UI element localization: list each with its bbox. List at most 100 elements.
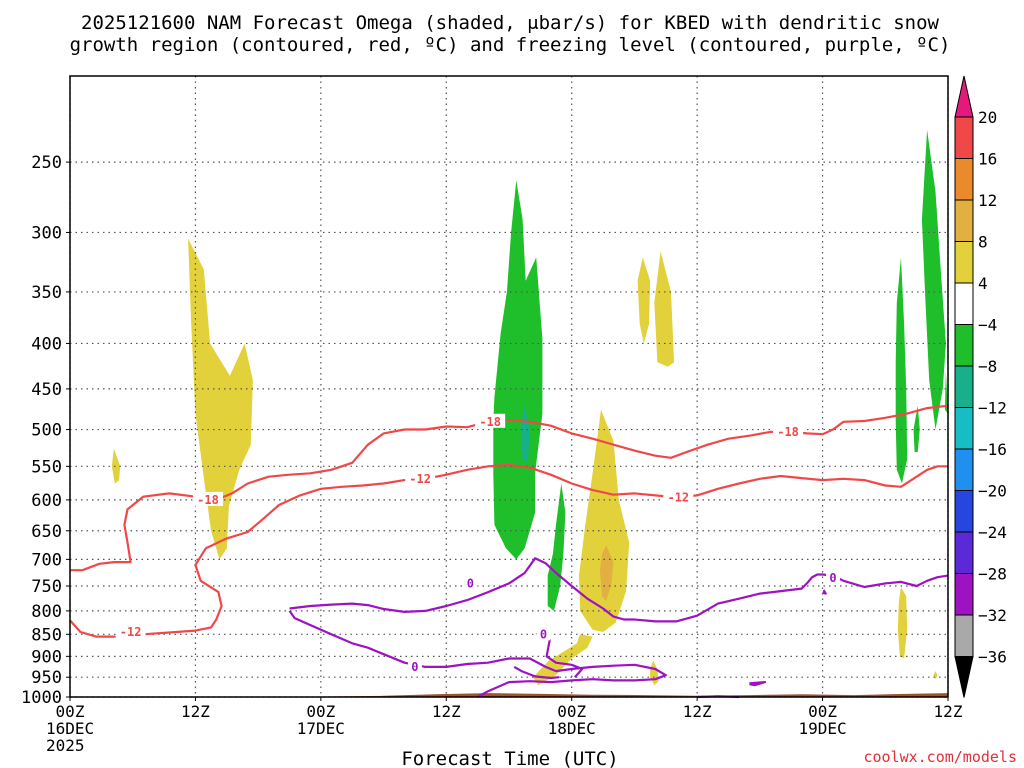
dgz-contour-label: -12: [120, 625, 142, 639]
y-tick-label: 400: [31, 334, 62, 354]
chart-title-line2: growth region (contoured, red, ºC) and f…: [70, 34, 951, 56]
colorbar-bottom-arrow: [954, 656, 974, 698]
x-tick-label: 18DEC: [548, 719, 596, 738]
colorbar-label: 16: [978, 150, 997, 169]
freezing-contour-label-bg: [536, 626, 551, 641]
omega-region: [897, 587, 908, 659]
y-tick-label: 900: [31, 647, 62, 667]
omega-region: [111, 448, 121, 484]
plot-frame: [69, 75, 949, 698]
omega-region: [188, 238, 253, 560]
dgz-contour-label-bg: [192, 491, 223, 506]
colorbar-legend: 20 16 12 8 4 −4 −8 −12 −16 −20 −24 −28 −32 −36: [954, 75, 1007, 698]
omega-region: [520, 405, 530, 463]
y-tick-label: 300: [31, 223, 62, 243]
omega-region: [921, 129, 946, 430]
omega-region: [547, 483, 566, 611]
omega-region: [913, 405, 920, 452]
colorbar-label: 12: [978, 191, 997, 210]
dgz-contour-label-bg: [475, 413, 506, 428]
isotherm-contours: -18 -18 -18 -12 -12 -12 0 0 0 0: [69, 404, 949, 699]
colorbar-band: [954, 282, 974, 325]
omega-region: [895, 257, 908, 484]
colorbar-band: [954, 448, 974, 491]
colorbar-label: −16: [978, 440, 1007, 459]
dgz-contour-label: -18: [479, 415, 501, 429]
y-tick-label: 1000: [21, 688, 62, 708]
freezing-level-line: [513, 665, 560, 680]
y-tick-label: 500: [31, 421, 62, 441]
colorbar-label: −24: [978, 523, 1007, 542]
colorbar-label: 8: [978, 233, 988, 252]
dgz-isotherm-line: [69, 463, 948, 638]
y-tick-label: 950: [31, 668, 62, 688]
dgz-contour-label-bg: [405, 470, 436, 485]
x-tick-label: 00Z: [56, 702, 85, 721]
colorbar-band: [954, 199, 974, 242]
omega-region: [896, 388, 902, 430]
freezing-contour-label: 0: [467, 576, 474, 590]
colorbar-label: −32: [978, 606, 1007, 625]
colorbar-band: [954, 241, 974, 284]
y-tick-label: 850: [31, 625, 62, 645]
y-tick-label: 800: [31, 602, 62, 622]
colorbar-band: [954, 614, 974, 657]
dgz-contour-label-bg: [773, 423, 804, 438]
x-tick-label: 12Z: [181, 702, 210, 721]
y-tick-label: 550: [31, 457, 62, 477]
x-tick-label: 19DEC: [798, 719, 846, 738]
dgz-contour-label: -18: [197, 493, 219, 507]
freezing-level-line: [288, 610, 667, 698]
colorbar-band: [954, 116, 974, 159]
dgz-contour-label-bg: [663, 489, 694, 504]
dgz-contour-label: -18: [777, 425, 799, 439]
x-tick-label: 12Z: [934, 702, 963, 721]
plot-area: -18 -18 -18 -12 -12 -12 0 0 0 0: [69, 75, 949, 699]
colorbar-label: −8: [978, 357, 997, 376]
freezing-level-line: [749, 680, 767, 687]
dgz-contour-label: -12: [409, 472, 431, 486]
omega-region: [579, 409, 630, 632]
colorbar-band: [954, 407, 974, 450]
x-axis-title: Forecast Time (UTC): [401, 748, 618, 768]
colorbar-label: −28: [978, 565, 1007, 584]
colorbar-label: 20: [978, 108, 997, 127]
omega-region: [637, 257, 651, 344]
y-tick-label: 600: [31, 491, 62, 511]
colorbar-label: −4: [978, 316, 997, 335]
dgz-contour-label: -12: [667, 490, 689, 504]
freezing-contour-label: 0: [829, 571, 836, 585]
freezing-level-line: [289, 557, 949, 623]
colorbar-band: [954, 324, 974, 367]
freezing-contour-label-bg: [407, 658, 422, 673]
y-tick-label: 750: [31, 577, 62, 597]
chart-title-line1: 2025121600 NAM Forecast Omega (shaded, μ…: [81, 12, 939, 34]
omega-shading: [111, 129, 948, 686]
freezing-contour-label: 0: [540, 627, 547, 641]
freezing-contour-label: 0: [411, 660, 418, 674]
y-tick-label: 650: [31, 522, 62, 542]
omega-region: [944, 371, 948, 414]
y-tick-label: 700: [31, 550, 62, 570]
x-tick-label: 2025: [46, 736, 85, 755]
omega-region: [933, 671, 938, 680]
watermark[interactable]: coolwx.com/models: [863, 748, 1017, 766]
freezing-contour-label-bg: [826, 570, 841, 585]
dgz-contour-label-bg: [115, 624, 146, 639]
x-tick-label: 00Z: [306, 702, 335, 721]
colorbar-band: [954, 365, 974, 408]
omega-region: [654, 251, 675, 367]
colorbar-band: [954, 158, 974, 201]
omega-region: [533, 634, 593, 686]
colorbar-label: −20: [978, 482, 1007, 501]
x-tick-label: 12Z: [683, 702, 712, 721]
colorbar-band: [954, 490, 974, 533]
gridlines: [69, 76, 949, 698]
x-tick-label: 00Z: [557, 702, 586, 721]
x-tick-label: 00Z: [808, 702, 837, 721]
y-tick-label: 450: [31, 380, 62, 400]
colorbar-band: [954, 573, 974, 616]
y-axis: 2503003504004505005506006507007508008509…: [21, 153, 70, 708]
